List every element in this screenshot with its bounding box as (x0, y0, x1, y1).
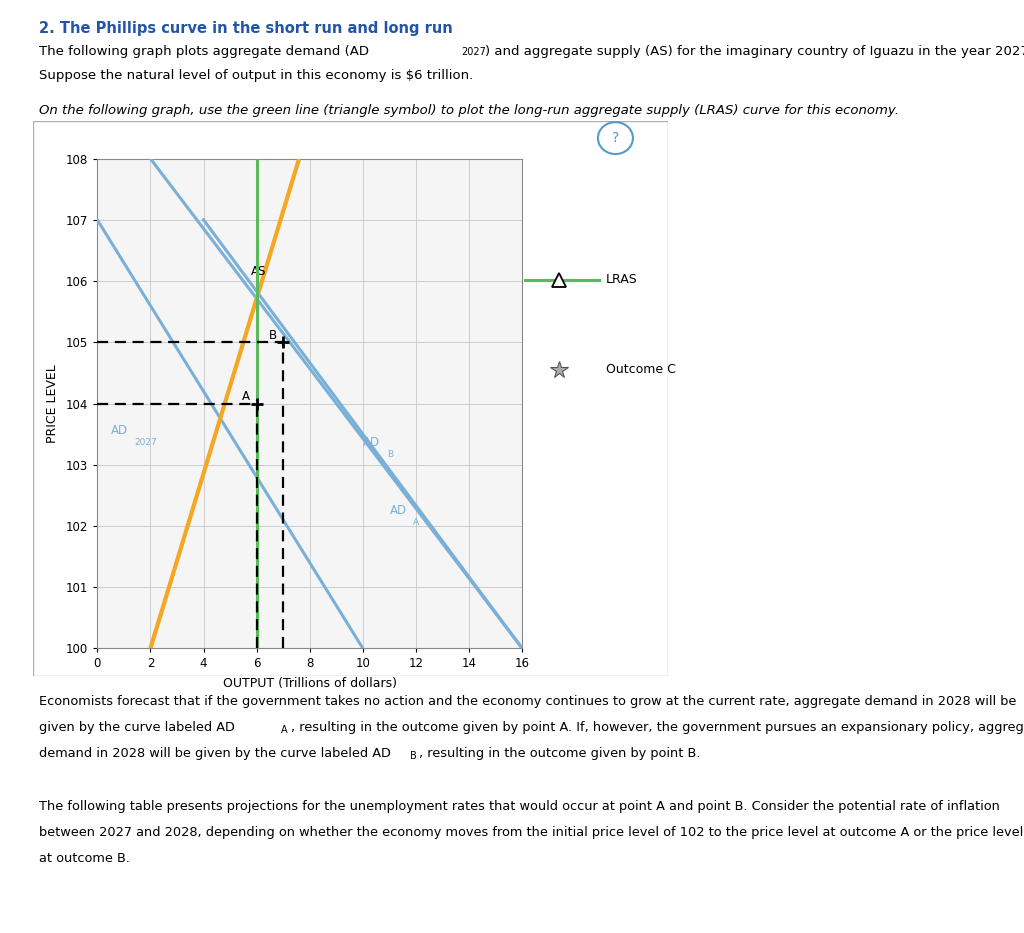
Text: AD: AD (111, 425, 128, 438)
Text: B: B (268, 328, 276, 341)
Text: The following table presents projections for the unemployment rates that would o: The following table presents projections… (39, 800, 999, 813)
Text: 2. The Phillips curve in the short run and long run: 2. The Phillips curve in the short run a… (39, 21, 453, 35)
Text: , resulting in the outcome given by point A. If, however, the government pursues: , resulting in the outcome given by poin… (291, 721, 1024, 734)
Text: at outcome B.: at outcome B. (39, 852, 130, 865)
Text: ?: ? (611, 131, 620, 146)
X-axis label: OUTPUT (Trillions of dollars): OUTPUT (Trillions of dollars) (223, 677, 396, 690)
Text: A: A (242, 390, 250, 403)
Y-axis label: PRICE LEVEL: PRICE LEVEL (46, 364, 59, 443)
Text: 2027: 2027 (134, 439, 158, 447)
Text: A: A (281, 725, 288, 735)
Text: A: A (414, 518, 420, 527)
Text: Outcome C: Outcome C (606, 363, 676, 376)
Text: B: B (410, 751, 417, 761)
Text: Economists forecast that if the government takes no action and the economy conti: Economists forecast that if the governme… (39, 695, 1016, 708)
Text: , resulting in the outcome given by point B.: , resulting in the outcome given by poin… (419, 747, 700, 760)
Text: The following graph plots aggregate demand (AD: The following graph plots aggregate dema… (39, 45, 369, 58)
Text: AD: AD (362, 437, 380, 450)
Text: AD: AD (389, 504, 407, 517)
Text: On the following graph, use the green line (triangle symbol) to plot the long-ru: On the following graph, use the green li… (39, 104, 899, 117)
Text: LRAS: LRAS (606, 273, 638, 286)
Text: AS: AS (251, 265, 266, 278)
Text: between 2027 and 2028, depending on whether the economy moves from the initial p: between 2027 and 2028, depending on whet… (39, 826, 1023, 839)
Text: Suppose the natural level of output in this economy is $6 trillion.: Suppose the natural level of output in t… (39, 69, 473, 82)
Text: 2027: 2027 (461, 47, 486, 57)
Text: ) and aggregate supply (AS) for the imaginary country of Iguazu in the year 2027: ) and aggregate supply (AS) for the imag… (485, 45, 1024, 58)
Text: B: B (387, 451, 393, 459)
Text: demand in 2028 will be given by the curve labeled AD: demand in 2028 will be given by the curv… (39, 747, 391, 760)
Text: given by the curve labeled AD: given by the curve labeled AD (39, 721, 234, 734)
